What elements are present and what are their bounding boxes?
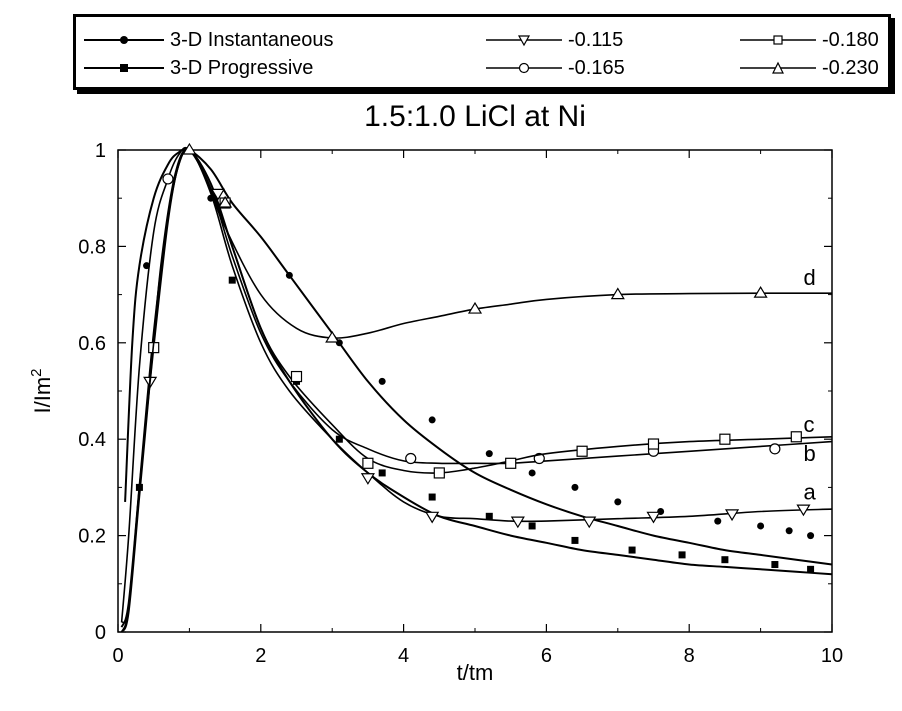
data-point xyxy=(428,416,436,424)
data-point xyxy=(719,433,731,445)
legend-label: -0.165 xyxy=(568,56,625,79)
data-point xyxy=(485,450,493,458)
y-tick-label: 0.2 xyxy=(78,526,106,548)
data-point xyxy=(753,285,768,298)
data-point xyxy=(325,330,340,343)
data-point xyxy=(769,443,781,455)
series-line xyxy=(120,148,833,628)
data-point xyxy=(290,370,303,383)
legend-item-3d-instantaneous: 3-D Instantaneous xyxy=(84,29,333,51)
curve-label: a xyxy=(803,479,816,504)
legend-item-minus-0-230: -0.230 xyxy=(740,57,879,79)
data-point xyxy=(362,457,374,469)
legend-label: 3-D Instantaneous xyxy=(170,28,334,51)
x-tick-label: 6 xyxy=(541,645,552,667)
data-point xyxy=(678,551,686,559)
data-point xyxy=(614,498,622,506)
data-point xyxy=(162,173,174,185)
y-tick-label: 0.8 xyxy=(78,236,106,258)
data-point xyxy=(757,522,765,530)
open-down-triangle-marker-icon xyxy=(486,35,562,47)
open-square-marker-icon xyxy=(740,35,816,45)
legend-label: -0.230 xyxy=(822,56,879,79)
y-tick-label: 0.4 xyxy=(78,429,106,451)
data-point xyxy=(528,469,536,477)
x-axis-label: t/tm xyxy=(457,660,494,685)
data-point xyxy=(425,511,440,524)
legend-label: -0.115 xyxy=(568,28,624,51)
x-tick-label: 2 xyxy=(255,645,266,667)
data-point xyxy=(771,561,779,569)
filled-square-marker-icon xyxy=(84,64,164,72)
data-point xyxy=(228,276,236,284)
curve-label: d xyxy=(803,265,815,290)
data-point xyxy=(510,516,525,529)
series-line xyxy=(120,148,833,624)
y-tick-label: 0 xyxy=(95,622,106,644)
open-up-triangle-marker-icon xyxy=(740,61,816,74)
data-point xyxy=(571,483,579,491)
data-point xyxy=(428,493,436,501)
data-point xyxy=(210,188,226,201)
data-point xyxy=(335,435,343,443)
data-point xyxy=(378,469,386,477)
data-point xyxy=(218,195,233,208)
data-point xyxy=(610,287,625,300)
data-point xyxy=(628,546,636,554)
data-point xyxy=(807,532,815,540)
legend: 3-D Instantaneous 3-D Progressive -0.115… xyxy=(73,14,891,90)
data-point xyxy=(528,522,536,530)
filled-circle-marker-icon xyxy=(84,36,164,44)
legend-label: -0.180 xyxy=(822,28,879,51)
data-point xyxy=(714,517,722,525)
series-line xyxy=(120,146,833,623)
data-point xyxy=(721,556,729,564)
y-axis-label: I/Im2 xyxy=(28,368,55,413)
legend-item-minus-0-115: -0.115 xyxy=(486,29,623,51)
data-point xyxy=(582,516,597,529)
x-tick-label: 10 xyxy=(821,645,843,667)
data-point xyxy=(467,301,483,314)
data-point xyxy=(485,512,493,520)
data-point xyxy=(505,457,517,469)
data-point xyxy=(576,445,588,457)
data-point xyxy=(378,377,386,385)
data-point xyxy=(785,527,793,535)
legend-item-3d-progressive: 3-D Progressive xyxy=(84,57,313,79)
legend-label: 3-D Progressive xyxy=(170,56,314,79)
y-tick-label: 1 xyxy=(95,140,106,162)
y-axis-label-superscript: 2 xyxy=(28,368,45,376)
y-tick-label: 0.6 xyxy=(78,333,106,355)
data-point xyxy=(182,142,197,155)
x-tick-label: 4 xyxy=(398,645,409,667)
data-point xyxy=(647,438,660,450)
data-point xyxy=(796,504,811,517)
data-point xyxy=(405,452,417,465)
curve-label: c xyxy=(803,412,814,437)
data-point xyxy=(360,473,375,485)
legend-item-minus-0-180: -0.180 xyxy=(740,29,879,51)
data-point xyxy=(790,431,802,443)
chart-title: 1.5:1.0 LiCl at Ni xyxy=(364,100,586,133)
series-line xyxy=(124,147,833,566)
data-point xyxy=(807,565,815,573)
data-point xyxy=(285,271,293,279)
data-point xyxy=(646,511,661,524)
open-circle-marker-icon xyxy=(486,62,562,74)
data-point xyxy=(724,509,740,522)
curve-label: b xyxy=(803,441,815,466)
legend-item-minus-0-165: -0.165 xyxy=(486,57,625,79)
x-tick-label: 0 xyxy=(112,645,123,667)
x-tick-label: 8 xyxy=(684,645,695,667)
data-point xyxy=(433,467,445,479)
data-point xyxy=(571,536,579,544)
